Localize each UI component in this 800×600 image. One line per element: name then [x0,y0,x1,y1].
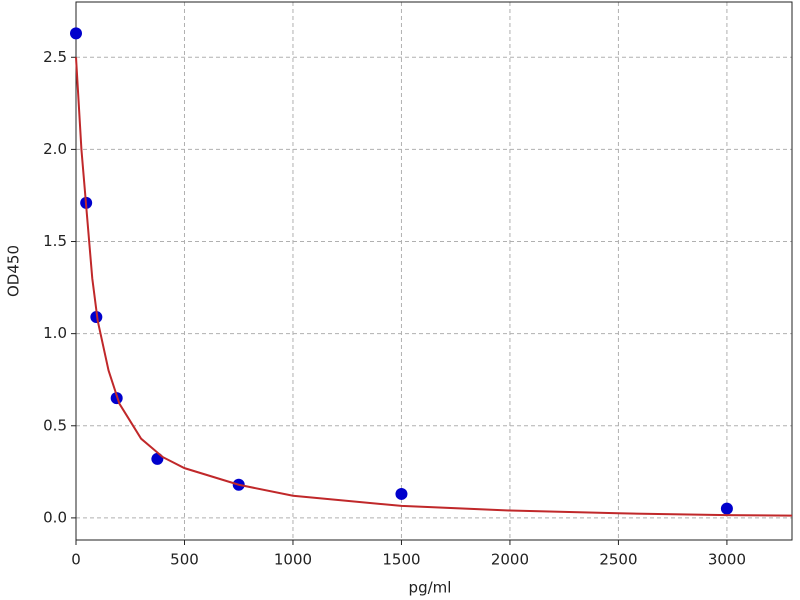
plot-frame [75,1,793,541]
y-tick-label: 2.0 [43,140,67,158]
fit-curve [75,57,793,517]
x-tick-label: 0 [71,551,81,569]
x-tick-label: 2500 [599,551,637,569]
data-point [720,502,733,515]
x-tick-label: 1000 [274,551,312,569]
y-tick-label: 0.0 [43,508,67,526]
x-tick-label: 2000 [491,551,529,569]
y-tick-label: 2.5 [43,48,67,66]
data-point [395,487,408,500]
y-tick-label: 0.5 [43,416,67,434]
x-axis-label: pg/ml [409,579,452,597]
y-tick-label: 1.0 [43,324,67,342]
data-point [151,452,164,465]
data-point [70,27,82,40]
y-axis-label: OD450 [5,245,23,297]
x-tick-label: 1500 [382,551,420,569]
x-tick-label: 3000 [708,551,746,569]
y-tick-label: 1.5 [43,232,67,250]
x-tick-label: 500 [170,551,199,569]
